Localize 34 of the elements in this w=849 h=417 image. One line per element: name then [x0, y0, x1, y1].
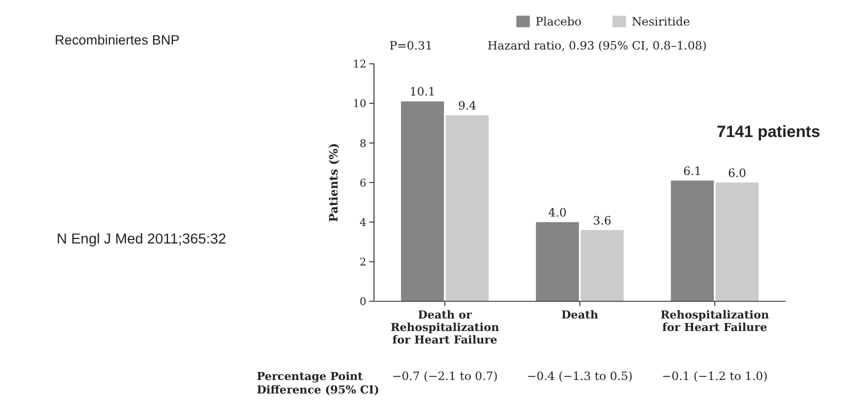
x-tick-label: Death or Rehospitalization for Heart Failure	[390, 308, 500, 347]
text: Percentage Point Difference (95% CI)	[256, 370, 380, 397]
y-tick-label: 8	[360, 138, 367, 150]
y-tick-label: 4	[360, 216, 367, 229]
legend-label: Placebo	[536, 14, 582, 28]
annotation: 7141 patients	[716, 122, 820, 141]
text: Hazard ratio, 0.93 (95% CI, 0.8–1.08)	[487, 38, 707, 52]
bar	[716, 182, 759, 302]
bar	[401, 101, 444, 302]
y-tick-label: 10	[352, 98, 367, 110]
text: −0.1 (−1.2 to 1.0)	[662, 369, 768, 384]
y-tick-label: 2	[360, 256, 366, 269]
y-tick-label: 0	[360, 296, 367, 308]
text: P=0.31	[389, 38, 432, 52]
text: 6.1	[683, 164, 702, 178]
text: 4.0	[548, 205, 567, 220]
y-axis-title: Patients (%)	[326, 143, 340, 222]
bar	[446, 115, 489, 302]
y-tick-label: 12	[352, 58, 366, 71]
x-tick-label: Rehospitalization for Heart Failure	[660, 308, 770, 334]
text: Recombiniertes BNP	[54, 32, 180, 48]
text: 9.4	[458, 98, 476, 112]
bar	[536, 222, 579, 302]
text: 3.6	[593, 213, 612, 228]
text: −0.4 (−1.3 to 0.5)	[526, 369, 633, 384]
text: 6.0	[728, 166, 746, 180]
x-tick-label: Death	[561, 308, 598, 322]
y-tick-label: 6	[360, 177, 367, 190]
text: −0.7 (−2.1 to 0.7)	[392, 369, 498, 384]
text: N Engl J Med 2011;365:32	[56, 232, 226, 248]
bar	[580, 230, 624, 302]
legend-label: Nesiritide	[632, 14, 690, 28]
bar	[670, 180, 714, 302]
text: 10.1	[410, 84, 436, 99]
